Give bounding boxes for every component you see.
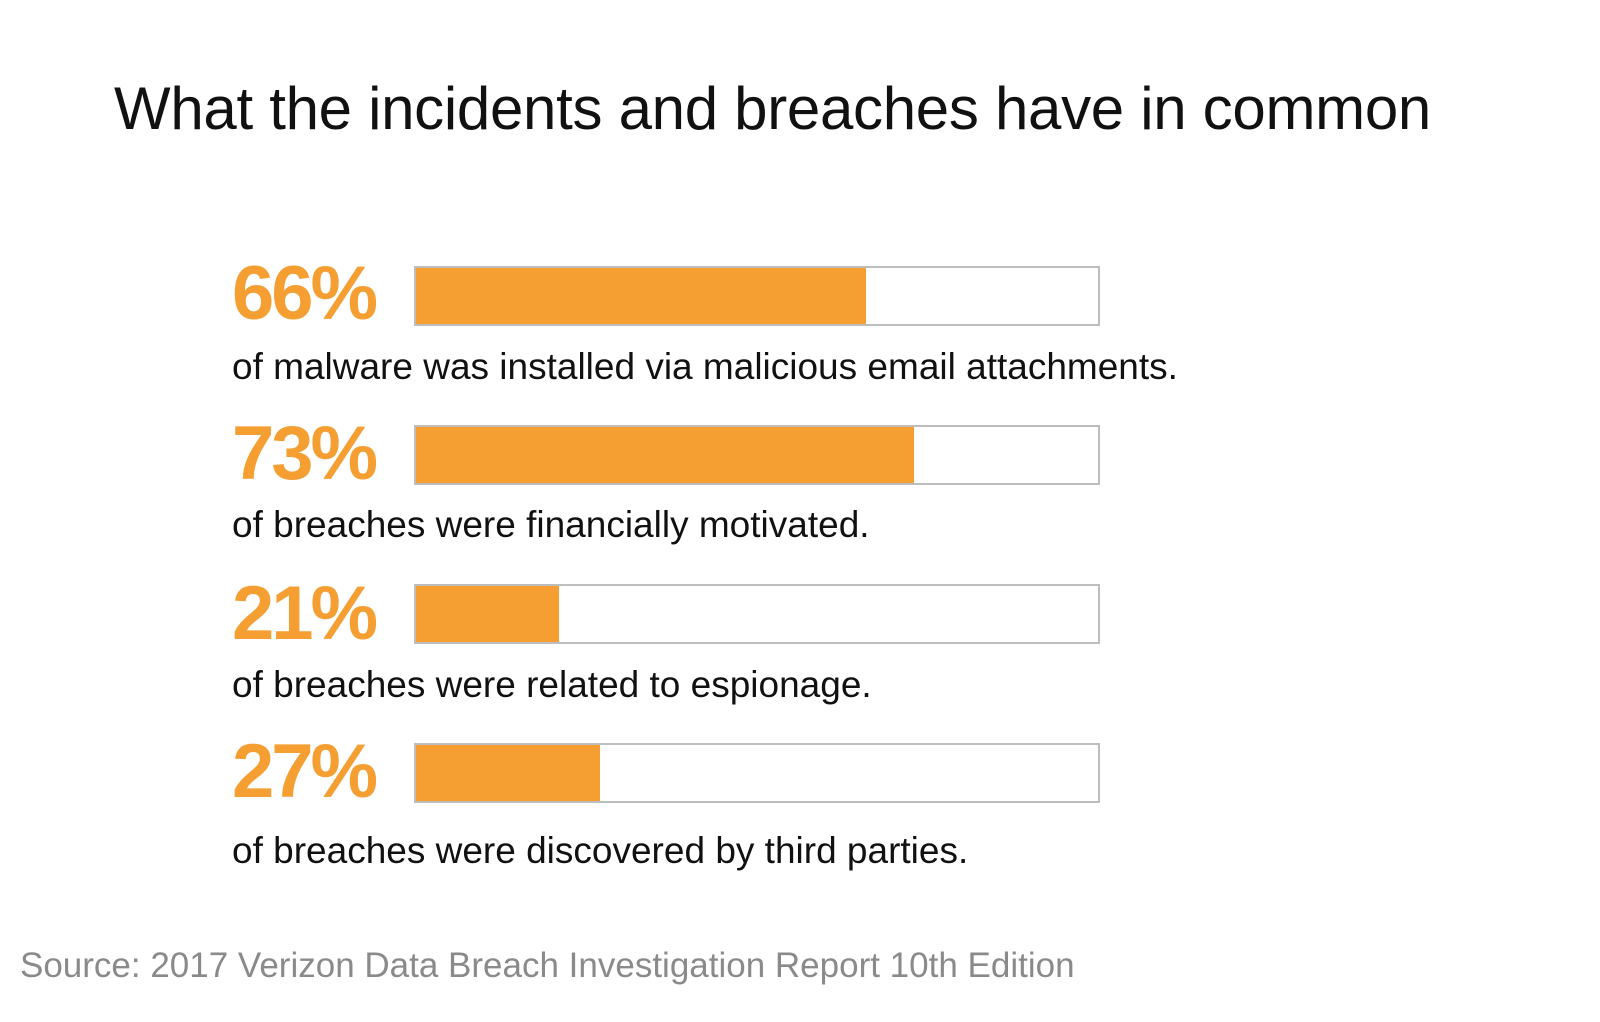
percent-label: 73% <box>232 411 378 496</box>
stat-description: of breaches were discovered by third par… <box>232 830 969 871</box>
percent-label: 66% <box>232 251 378 336</box>
chart-title: What the incidents and breaches have in … <box>114 75 1431 142</box>
bar-fill <box>416 427 914 483</box>
bar-fill <box>416 586 560 642</box>
stat-description: of breaches were related to espionage. <box>232 664 872 705</box>
bar-track <box>414 266 1100 326</box>
bar-track <box>414 425 1100 485</box>
bar-track <box>414 584 1100 644</box>
percent-label: 21% <box>232 571 378 656</box>
stat-description: of breaches were financially motivated. <box>232 504 870 545</box>
bar-fill <box>416 745 601 801</box>
stat-description: of malware was installed via malicious e… <box>232 346 1178 387</box>
source-note: Source: 2017 Verizon Data Breach Investi… <box>20 946 1075 985</box>
bar-fill <box>416 268 867 324</box>
bar-track <box>414 743 1100 803</box>
percent-label: 27% <box>232 729 378 814</box>
